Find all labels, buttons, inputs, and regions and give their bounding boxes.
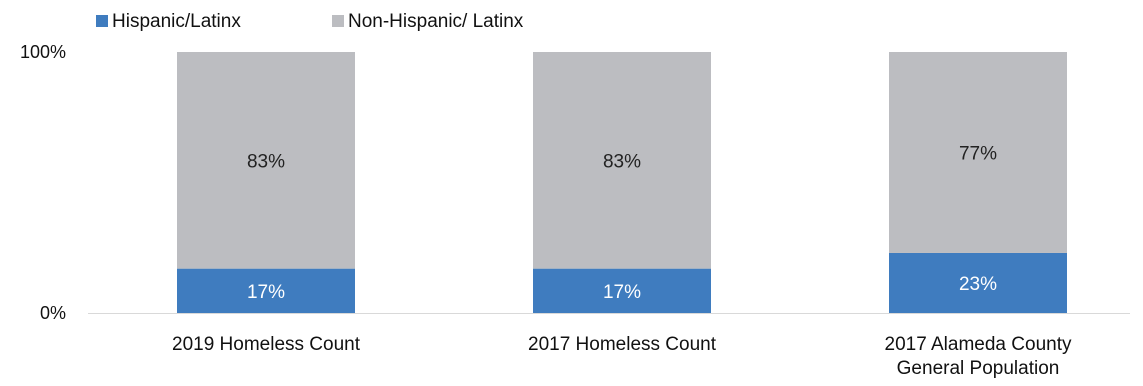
y-tick-label: 0% xyxy=(40,303,66,323)
bar-segment-hispanic-latinx-2 xyxy=(889,252,1067,313)
y-axis: 100% 0% xyxy=(20,42,66,323)
legend: Hispanic/Latinx Non-Hispanic/ Latinx xyxy=(96,11,524,32)
x-axis: 2019 Homeless Count 2017 Homeless Count 20… xyxy=(88,313,1130,379)
x-tick-label-line: General Population xyxy=(897,358,1060,379)
data-label: 83% xyxy=(603,151,641,172)
bar-segment-hispanic-latinx-1 xyxy=(533,268,711,313)
data-label: 17% xyxy=(247,282,285,303)
bars: 17% 83% 17% 83% 23% 77% xyxy=(177,52,1067,313)
data-label: 17% xyxy=(603,282,641,303)
x-tick-label: 2017 Homeless Count xyxy=(528,334,717,355)
bar-segment-non-hispanic-latinx-1 xyxy=(533,52,711,269)
x-tick-label: 2019 Homeless Count xyxy=(172,334,361,355)
x-tick-label: 2017 Alameda County General Population xyxy=(885,334,1072,379)
legend-label-0: Hispanic/Latinx xyxy=(112,11,241,32)
x-tick-label-line: 2019 Homeless Count xyxy=(172,334,361,355)
data-label: 83% xyxy=(247,151,285,172)
data-label: 77% xyxy=(959,143,997,164)
data-label: 23% xyxy=(959,274,997,295)
y-tick-label: 100% xyxy=(20,42,66,62)
legend-label-1: Non-Hispanic/ Latinx xyxy=(348,11,524,32)
x-tick-label-line: 2017 Homeless Count xyxy=(528,334,717,355)
bar-segment-non-hispanic-latinx-0 xyxy=(177,52,355,269)
legend-swatch-0 xyxy=(96,15,108,27)
bar-segment-hispanic-latinx-0 xyxy=(177,268,355,313)
legend-swatch-1 xyxy=(332,15,344,27)
bar-segment-non-hispanic-latinx-2 xyxy=(889,52,1067,253)
x-tick-label-line: 2017 Alameda County xyxy=(885,334,1072,355)
